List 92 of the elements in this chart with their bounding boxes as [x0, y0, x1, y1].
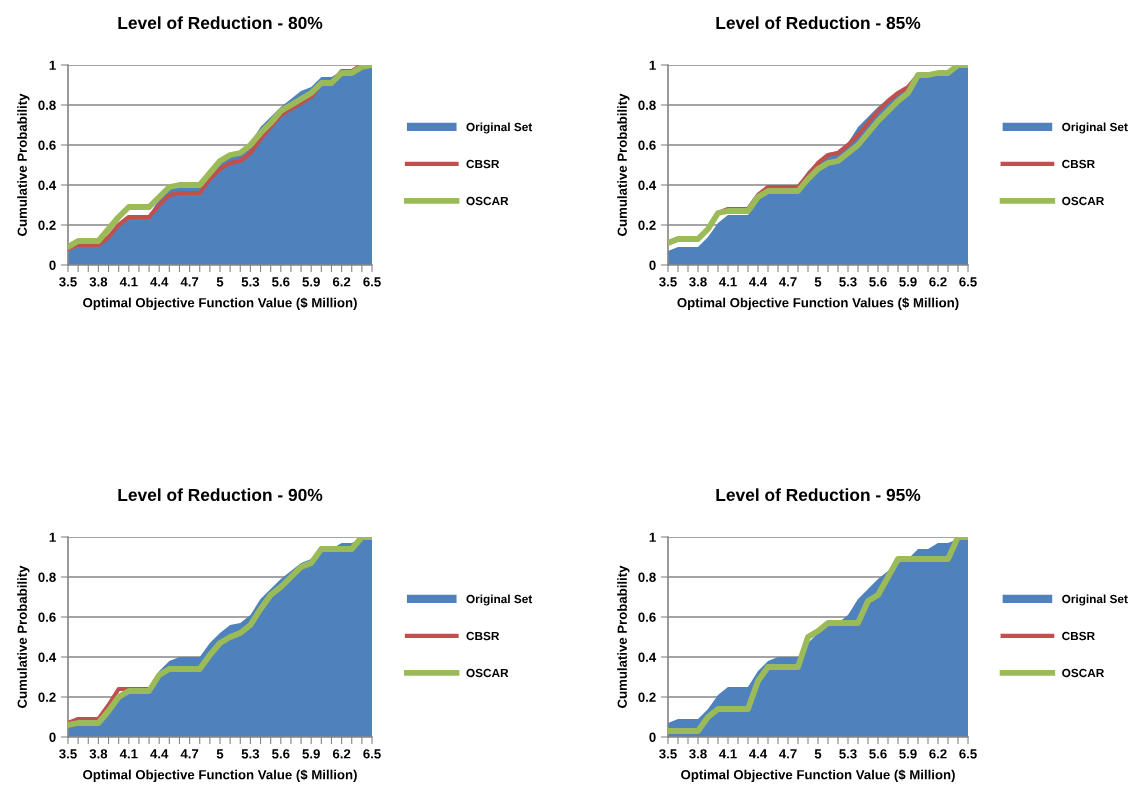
x-tick-label: 4.4	[150, 749, 169, 759]
x-tick-label: 5.3	[839, 277, 857, 287]
x-tick-label: 3.8	[89, 749, 108, 759]
x-tick-label: 6.5	[959, 749, 977, 759]
x-tick-label: 3.5	[59, 749, 77, 759]
legend-label: Original Set	[1062, 122, 1128, 134]
x-tick-label: 5.6	[272, 749, 290, 759]
legend-label: Original Set	[1062, 594, 1128, 606]
y-axis-title: Cumulative Probability	[17, 93, 30, 236]
y-axis-title: Cumulative Probability	[17, 565, 30, 708]
legend-label: CBSR	[1062, 159, 1095, 169]
y-tick-label: 1	[49, 532, 56, 542]
x-tick-label: 6.5	[959, 277, 977, 287]
y-axis-title: Cumulative Probability	[617, 93, 630, 236]
x-tick-label: 4.4	[749, 277, 768, 287]
x-tick-label: 4.7	[180, 277, 199, 287]
x-tick-label: 5.9	[302, 749, 320, 759]
x-tick-label: 6.5	[363, 749, 381, 759]
x-tick-label: 4.1	[719, 749, 737, 759]
legend-label: OSCAR	[466, 196, 509, 206]
x-tick-label: 4.7	[779, 749, 797, 759]
y-tick-label: 0.4	[638, 652, 657, 662]
y-tick-label: 0	[649, 260, 656, 270]
y-tick-label: 1	[649, 532, 656, 542]
legend-label: OSCAR	[1062, 196, 1105, 206]
x-tick-label: 3.5	[659, 277, 677, 287]
legend-label: OSCAR	[466, 668, 509, 678]
y-tick-label: 1	[649, 60, 656, 70]
y-tick-label: 0	[49, 260, 56, 270]
legend-label: OSCAR	[1062, 668, 1105, 678]
x-tick-label: 5.6	[869, 749, 887, 759]
legend-label: CBSR	[1062, 631, 1095, 641]
x-tick-label: 5.9	[302, 277, 320, 287]
legend-label: CBSR	[466, 159, 500, 169]
x-tick-label: 4.7	[779, 277, 797, 287]
y-tick-label: 0.6	[38, 140, 56, 150]
x-tick-label: 5.3	[241, 277, 260, 287]
x-tick-label: 6.5	[363, 277, 381, 287]
x-axis-title: Optimal Objective Function Value ($ Million)	[681, 769, 955, 782]
chart-title: Level of Reduction - 85%	[716, 16, 921, 30]
y-tick-label: 0.8	[638, 572, 656, 582]
x-tick-label: 5	[814, 277, 822, 287]
y-tick-label: 0.6	[638, 140, 656, 150]
x-tick-label: 3.5	[659, 749, 677, 759]
x-tick-label: 4.4	[749, 749, 768, 759]
y-tick-label: 0	[649, 732, 656, 742]
y-tick-label: 0.2	[638, 692, 656, 702]
x-tick-label: 6.2	[929, 277, 947, 287]
x-tick-label: 3.8	[689, 277, 707, 287]
x-tick-label: 4.1	[119, 277, 138, 287]
x-axis-title: Optimal Objective Function Value ($ Million)	[83, 769, 357, 782]
x-tick-label: 4.1	[719, 277, 737, 287]
x-tick-label: 5.3	[839, 749, 857, 759]
x-axis-title: Optimal Objective Function Value ($ Million)	[83, 297, 357, 310]
chart-title: Level of Reduction - 90%	[118, 488, 323, 502]
x-tick-label: 5.3	[241, 749, 260, 759]
y-tick-label: 0.2	[38, 692, 56, 702]
x-tick-label: 3.8	[89, 277, 108, 287]
y-tick-label: 0.4	[38, 652, 57, 662]
x-tick-label: 5	[216, 749, 224, 759]
chart-title: Level of Reduction - 95%	[716, 488, 921, 502]
legend-label: CBSR	[466, 631, 500, 641]
legend-label: Original Set	[466, 594, 533, 606]
x-tick-label: 3.8	[689, 749, 707, 759]
y-tick-label: 0.6	[38, 612, 56, 622]
y-tick-label: 0.4	[38, 180, 57, 190]
y-tick-label: 1	[49, 60, 56, 70]
legend-label: Original Set	[466, 122, 533, 134]
x-tick-label: 4.7	[180, 749, 199, 759]
x-tick-label: 4.4	[150, 277, 169, 287]
x-tick-label: 5.6	[272, 277, 290, 287]
x-tick-label: 4.1	[119, 749, 138, 759]
y-tick-label: 0.8	[638, 100, 656, 110]
x-tick-label: 5.9	[899, 277, 917, 287]
x-tick-label: 5	[216, 277, 224, 287]
y-tick-label: 0.4	[638, 180, 657, 190]
y-tick-label: 0.2	[38, 220, 56, 230]
x-tick-label: 5.6	[869, 277, 887, 287]
x-tick-label: 3.5	[59, 277, 77, 287]
chart-title: Level of Reduction - 80%	[118, 16, 323, 30]
x-tick-label: 5	[814, 749, 822, 759]
y-tick-label: 0.6	[638, 612, 656, 622]
x-tick-label: 6.2	[929, 749, 947, 759]
y-tick-label: 0.8	[38, 100, 56, 110]
y-tick-label: 0.8	[38, 572, 56, 582]
y-tick-label: 0	[49, 732, 56, 742]
x-axis-title: Optimal Objective Function Values ($ Million)	[677, 297, 959, 310]
x-tick-label: 6.2	[332, 749, 351, 759]
x-tick-label: 6.2	[332, 277, 351, 287]
y-tick-label: 0.2	[638, 220, 656, 230]
x-tick-label: 5.9	[899, 749, 917, 759]
y-axis-title: Cumulative Probability	[617, 565, 630, 708]
